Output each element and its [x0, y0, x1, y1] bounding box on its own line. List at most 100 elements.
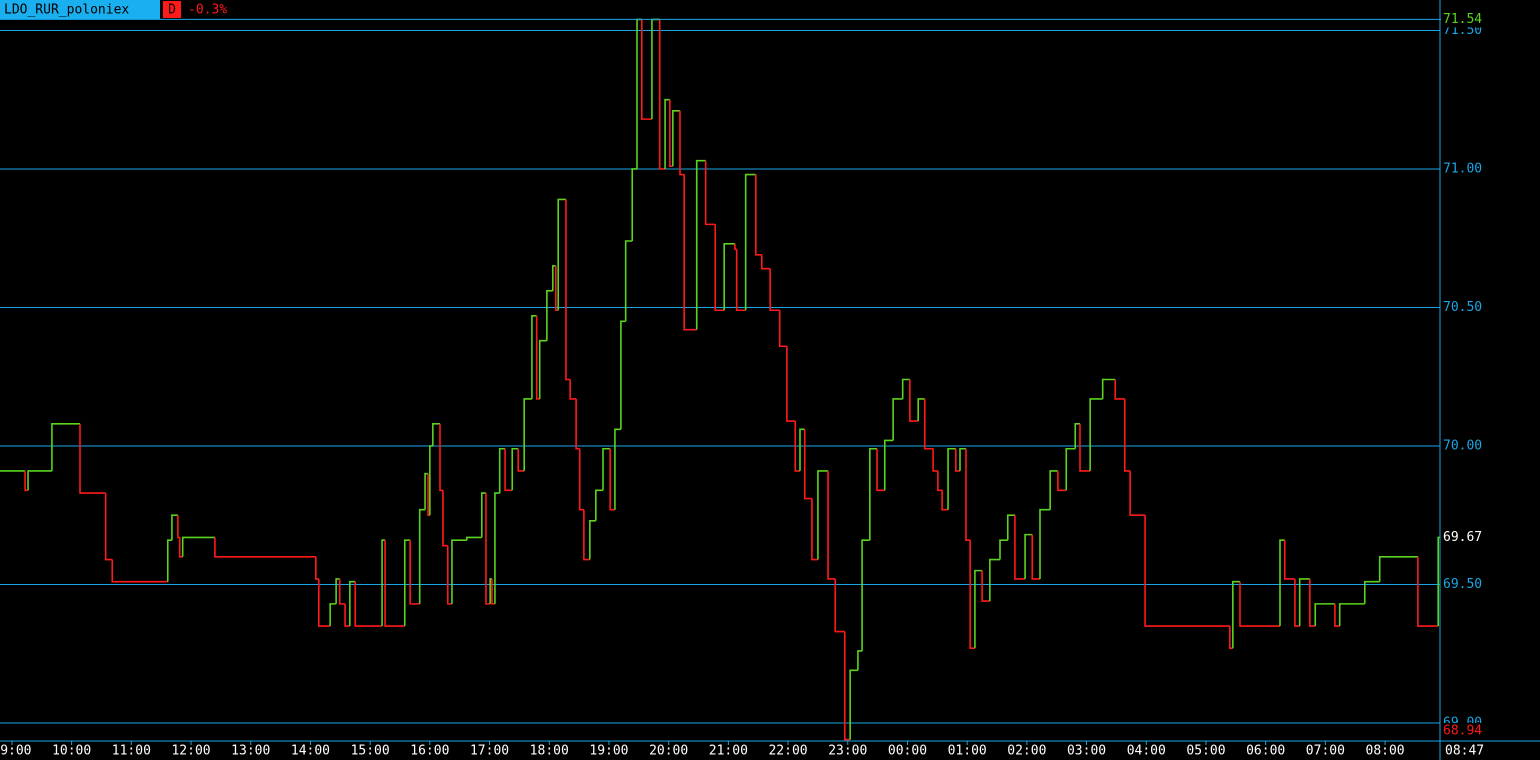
price-step	[735, 249, 746, 312]
price-step	[531, 314, 537, 399]
x-tick-label: 14:00	[291, 744, 330, 759]
price-step	[480, 492, 486, 538]
price-step	[1314, 603, 1335, 627]
price-step	[999, 539, 1008, 560]
price-step	[614, 428, 621, 510]
price-step	[442, 490, 448, 547]
price-step	[166, 539, 172, 582]
price-step	[403, 539, 411, 627]
price-step	[723, 242, 735, 311]
price-step	[583, 509, 590, 561]
price-step	[755, 174, 762, 256]
x-tick-label: 20:00	[649, 744, 688, 759]
x-tick-label: 08:00	[1366, 744, 1405, 759]
x-tick-label: 15:00	[351, 744, 390, 759]
price-step	[947, 447, 956, 510]
price-step	[658, 19, 666, 170]
price-step	[876, 448, 885, 492]
y-tick-label: 70.00	[1443, 438, 1482, 453]
price-step	[335, 578, 340, 604]
period: D	[168, 3, 176, 18]
price-step	[1057, 470, 1067, 492]
price-step	[974, 569, 983, 649]
x-tick-label: 02:00	[1007, 744, 1046, 759]
x-tick-label: 01:00	[948, 744, 987, 759]
price-step	[1363, 580, 1380, 604]
x-tick-label: 16:00	[410, 744, 449, 759]
x-tick-label: 23:00	[828, 744, 867, 759]
price-step	[557, 198, 566, 311]
price-step	[504, 448, 513, 492]
price-step	[1338, 603, 1365, 627]
price-step	[695, 159, 706, 330]
price-step	[609, 448, 615, 511]
price-step	[329, 603, 337, 627]
price-step	[1031, 534, 1040, 580]
price-step	[869, 447, 878, 541]
price-step	[932, 448, 938, 472]
price-step	[892, 398, 903, 441]
price-step	[181, 536, 215, 557]
price-step	[535, 315, 540, 400]
price-step	[565, 199, 571, 381]
price-step	[1014, 515, 1026, 580]
price-step	[834, 578, 845, 633]
price-step	[1294, 578, 1300, 627]
price-step	[901, 378, 910, 399]
price-step	[769, 268, 780, 312]
price-step	[79, 423, 106, 494]
price-step	[538, 339, 547, 399]
price-step	[439, 423, 443, 492]
price-step	[546, 290, 553, 341]
price-step	[24, 470, 29, 492]
marker-box	[1441, 723, 1540, 739]
x-tick-label: 10:00	[52, 744, 91, 759]
price-step	[523, 398, 532, 471]
price-step	[624, 240, 633, 322]
price-step	[981, 570, 990, 602]
price-step	[589, 519, 596, 560]
marker-box	[1441, 529, 1540, 546]
price-step	[1089, 398, 1103, 471]
price-step	[578, 448, 584, 511]
x-tick-label: 19:00	[589, 744, 628, 759]
price-step	[817, 470, 829, 560]
price-step	[1123, 398, 1131, 472]
price-step	[354, 581, 383, 627]
price-step	[965, 448, 971, 541]
price-step	[1024, 533, 1033, 579]
price-step	[451, 539, 467, 604]
price-step	[171, 514, 178, 541]
price-step	[803, 429, 812, 500]
price-step	[955, 448, 960, 472]
price-step	[498, 447, 506, 494]
price-step	[494, 492, 500, 604]
price-step	[714, 224, 725, 312]
x-tick-label: 13:00	[231, 744, 270, 759]
symbol-box	[0, 0, 160, 19]
time-box	[1441, 742, 1540, 760]
y-tick-label: 70.50	[1443, 300, 1482, 315]
price-step	[315, 556, 319, 580]
price-step	[1279, 539, 1285, 627]
price-step	[679, 110, 685, 176]
price-step	[1239, 581, 1280, 627]
price-step	[937, 470, 943, 492]
price-step	[1129, 470, 1146, 517]
price-step	[111, 559, 168, 583]
price-step	[424, 472, 429, 510]
x-tick-label: 12:00	[171, 744, 210, 759]
price-step	[349, 580, 356, 627]
price-step	[909, 379, 919, 422]
price-step	[799, 428, 805, 471]
price-step	[1144, 515, 1230, 627]
price-step	[969, 540, 975, 649]
y-tick-label: 69.50	[1443, 577, 1482, 592]
price-step	[917, 398, 925, 422]
price-step	[429, 445, 433, 516]
price-step	[704, 160, 716, 226]
price-step	[409, 540, 420, 605]
x-tick-label: 18:00	[530, 744, 569, 759]
x-tick-label: 22:00	[768, 744, 807, 759]
